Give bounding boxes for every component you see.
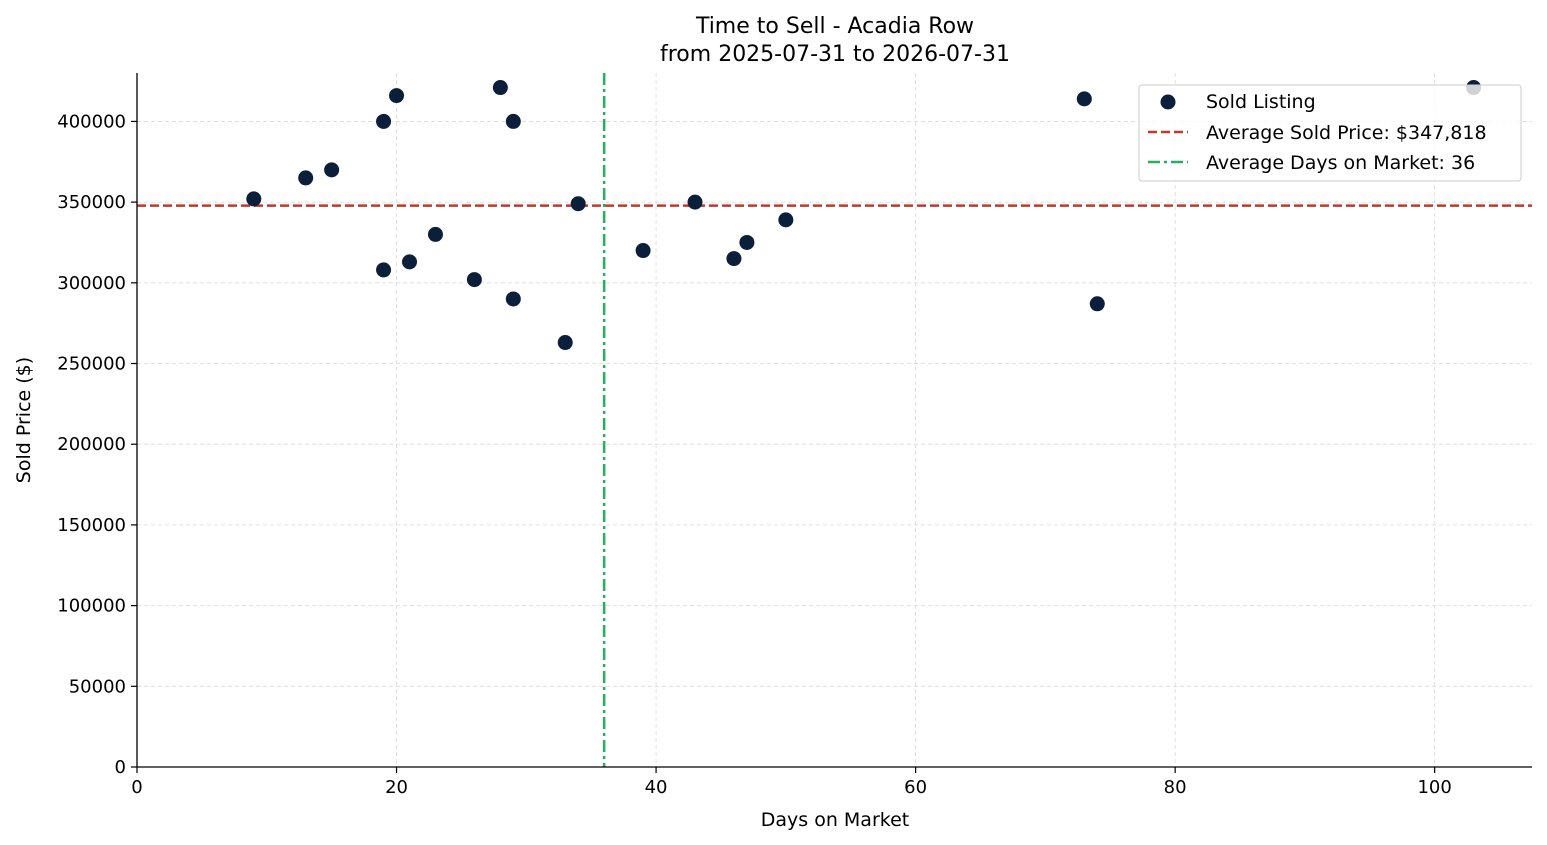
x-tick-label: 100 bbox=[1417, 777, 1451, 798]
data-point bbox=[389, 88, 405, 104]
y-tick-label: 250000 bbox=[57, 354, 126, 375]
x-axis-label: Days on Market bbox=[761, 809, 909, 831]
x-tick-label: 0 bbox=[131, 777, 142, 798]
chart-subtitle: from 2025-07-31 to 2026-07-31 bbox=[660, 42, 1010, 67]
y-tick-label: 200000 bbox=[57, 434, 126, 455]
x-tick-label: 80 bbox=[1164, 777, 1187, 798]
data-point bbox=[505, 291, 521, 307]
data-point bbox=[687, 194, 703, 210]
data-point bbox=[376, 262, 392, 278]
data-point bbox=[570, 196, 586, 212]
data-point bbox=[505, 113, 521, 129]
data-point bbox=[402, 254, 418, 270]
data-point bbox=[557, 335, 573, 351]
data-point bbox=[739, 234, 755, 250]
y-tick-label: 0 bbox=[115, 757, 126, 778]
legend-label-sold-listing: Sold Listing bbox=[1206, 91, 1316, 113]
legend-box bbox=[1138, 84, 1522, 182]
data-point bbox=[427, 226, 443, 242]
axes bbox=[136, 73, 1532, 768]
x-tick-label: 60 bbox=[904, 777, 927, 798]
y-tick-label: 350000 bbox=[57, 192, 126, 213]
legend-label-average-price: Average Sold Price: $347,818 bbox=[1206, 122, 1487, 144]
y-tick-label: 400000 bbox=[57, 111, 126, 132]
data-point bbox=[778, 212, 794, 228]
x-tick-label: 40 bbox=[645, 777, 668, 798]
data-point bbox=[1076, 91, 1092, 107]
y-tick-label: 150000 bbox=[57, 515, 126, 536]
y-tick-label: 300000 bbox=[57, 273, 126, 294]
data-point bbox=[726, 251, 742, 267]
x-tick-label: 20 bbox=[385, 777, 408, 798]
ticks: 0 20 40 60 80 100 0 50000 100000 150000 200000 2500… bbox=[57, 111, 1452, 798]
reference-lines bbox=[137, 73, 1532, 767]
data-point bbox=[635, 243, 651, 259]
legend-marker-sold-listing bbox=[1160, 94, 1176, 110]
y-tick-label: 100000 bbox=[57, 596, 126, 617]
y-tick-label: 50000 bbox=[69, 676, 126, 697]
data-point bbox=[466, 272, 482, 288]
y-axis-label: Sold Price ($) bbox=[13, 357, 35, 483]
data-point bbox=[298, 170, 314, 186]
data-point bbox=[246, 191, 262, 207]
data-point bbox=[324, 162, 340, 178]
chart-title: Time to Sell - Acadia Row bbox=[695, 14, 974, 39]
legend: Sold Listing Average Sold Price: $347,81… bbox=[1138, 84, 1522, 182]
data-point bbox=[492, 80, 508, 96]
data-point bbox=[1089, 296, 1105, 312]
legend-label-average-days: Average Days on Market: 36 bbox=[1206, 152, 1475, 174]
data-point bbox=[376, 113, 392, 129]
